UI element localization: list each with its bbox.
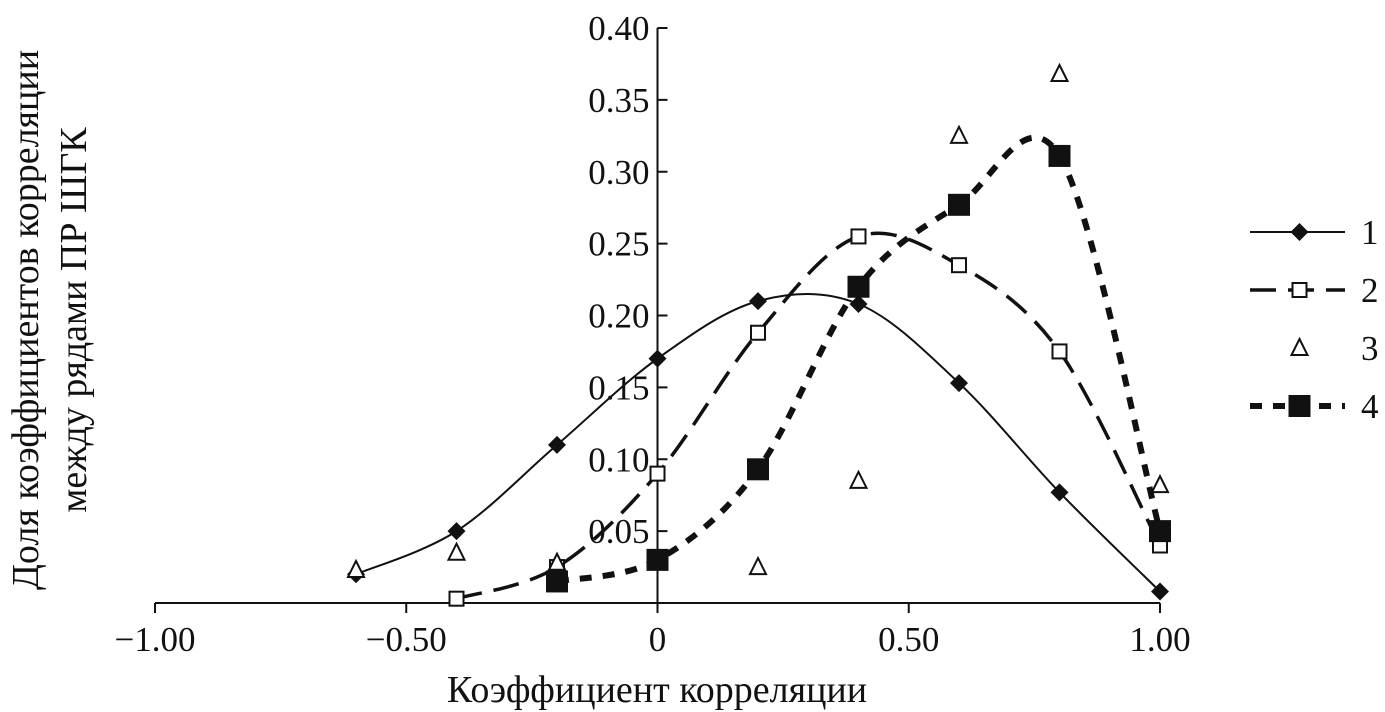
series-2-point <box>951 257 967 274</box>
series-3-point <box>1150 473 1170 494</box>
legend-label-3: 3 <box>1361 329 1379 368</box>
series-curves <box>355 134 1163 601</box>
y-tick-label: 0.40 <box>588 9 649 48</box>
x-axis-title: Коэффициент корреляции <box>447 669 867 711</box>
x-tick-label: 0.50 <box>878 620 939 659</box>
series-4-line <box>556 134 1163 585</box>
x-tick-label: 0 <box>649 620 667 659</box>
series-4-point <box>747 458 769 481</box>
legend-label-1: 1 <box>1361 213 1379 252</box>
series-3-point <box>446 541 467 561</box>
series-1-point <box>1050 483 1069 502</box>
series-1-point <box>447 522 466 541</box>
y-tick-label: 0.05 <box>588 512 649 551</box>
series-4-point <box>546 570 568 593</box>
series-4-point <box>1149 520 1171 543</box>
tick-labels: −1.00 −0.50 0 0.50 1.00 0.05 0.10 0.15 0.20 0.25 0… <box>115 9 1191 659</box>
series-3-point <box>848 469 869 489</box>
series-4-point <box>1048 144 1071 167</box>
legend: 1 2 3 4 <box>1250 213 1379 426</box>
series-3-point <box>748 555 768 576</box>
series-2-point <box>750 324 766 341</box>
y-tick-label: 0.35 <box>588 81 649 120</box>
legend-label-4: 4 <box>1361 387 1379 426</box>
series-1-point <box>548 435 566 454</box>
series-1-point <box>648 349 667 368</box>
series-2-point <box>649 465 666 482</box>
series-3-point <box>949 124 969 144</box>
series-3-point <box>547 551 567 571</box>
y-tick-label: 0.25 <box>588 225 649 264</box>
y-tick-label: 0.20 <box>588 297 649 336</box>
series-4-point <box>646 548 669 571</box>
x-tick-label: 1.00 <box>1129 620 1190 659</box>
legend-label-2: 2 <box>1361 271 1379 310</box>
series-2-line <box>455 231 1162 601</box>
y-tick-label: 0.10 <box>588 440 649 479</box>
legend-marker-1 <box>1290 223 1309 241</box>
series-2-point <box>1051 343 1068 360</box>
x-tick-label: −0.50 <box>366 620 447 659</box>
series-4-point <box>948 193 970 216</box>
axes <box>154 27 1161 613</box>
y-axis-title-line1: Доля коэффициентов корреляции <box>5 50 47 590</box>
series-2-point <box>850 228 867 245</box>
series-1-point <box>1151 582 1169 601</box>
x-tick-label: −1.00 <box>115 620 196 659</box>
series-3-point <box>1049 62 1070 82</box>
series-3-point <box>346 558 366 578</box>
legend-marker-2 <box>1291 282 1308 298</box>
series-4-point <box>847 275 870 298</box>
y-tick-label: 0.30 <box>588 153 649 192</box>
series-markers <box>346 62 1171 607</box>
series-2-point <box>448 590 465 607</box>
y-axis-title-line2: между рядами ПР ШГК <box>53 127 95 513</box>
y-tick-label: 0.15 <box>588 368 649 407</box>
series-1-point <box>950 374 968 393</box>
legend-marker-3 <box>1289 336 1310 356</box>
series-1-point <box>849 295 868 313</box>
series-1-point <box>749 292 767 311</box>
legend-marker-4 <box>1288 395 1311 417</box>
